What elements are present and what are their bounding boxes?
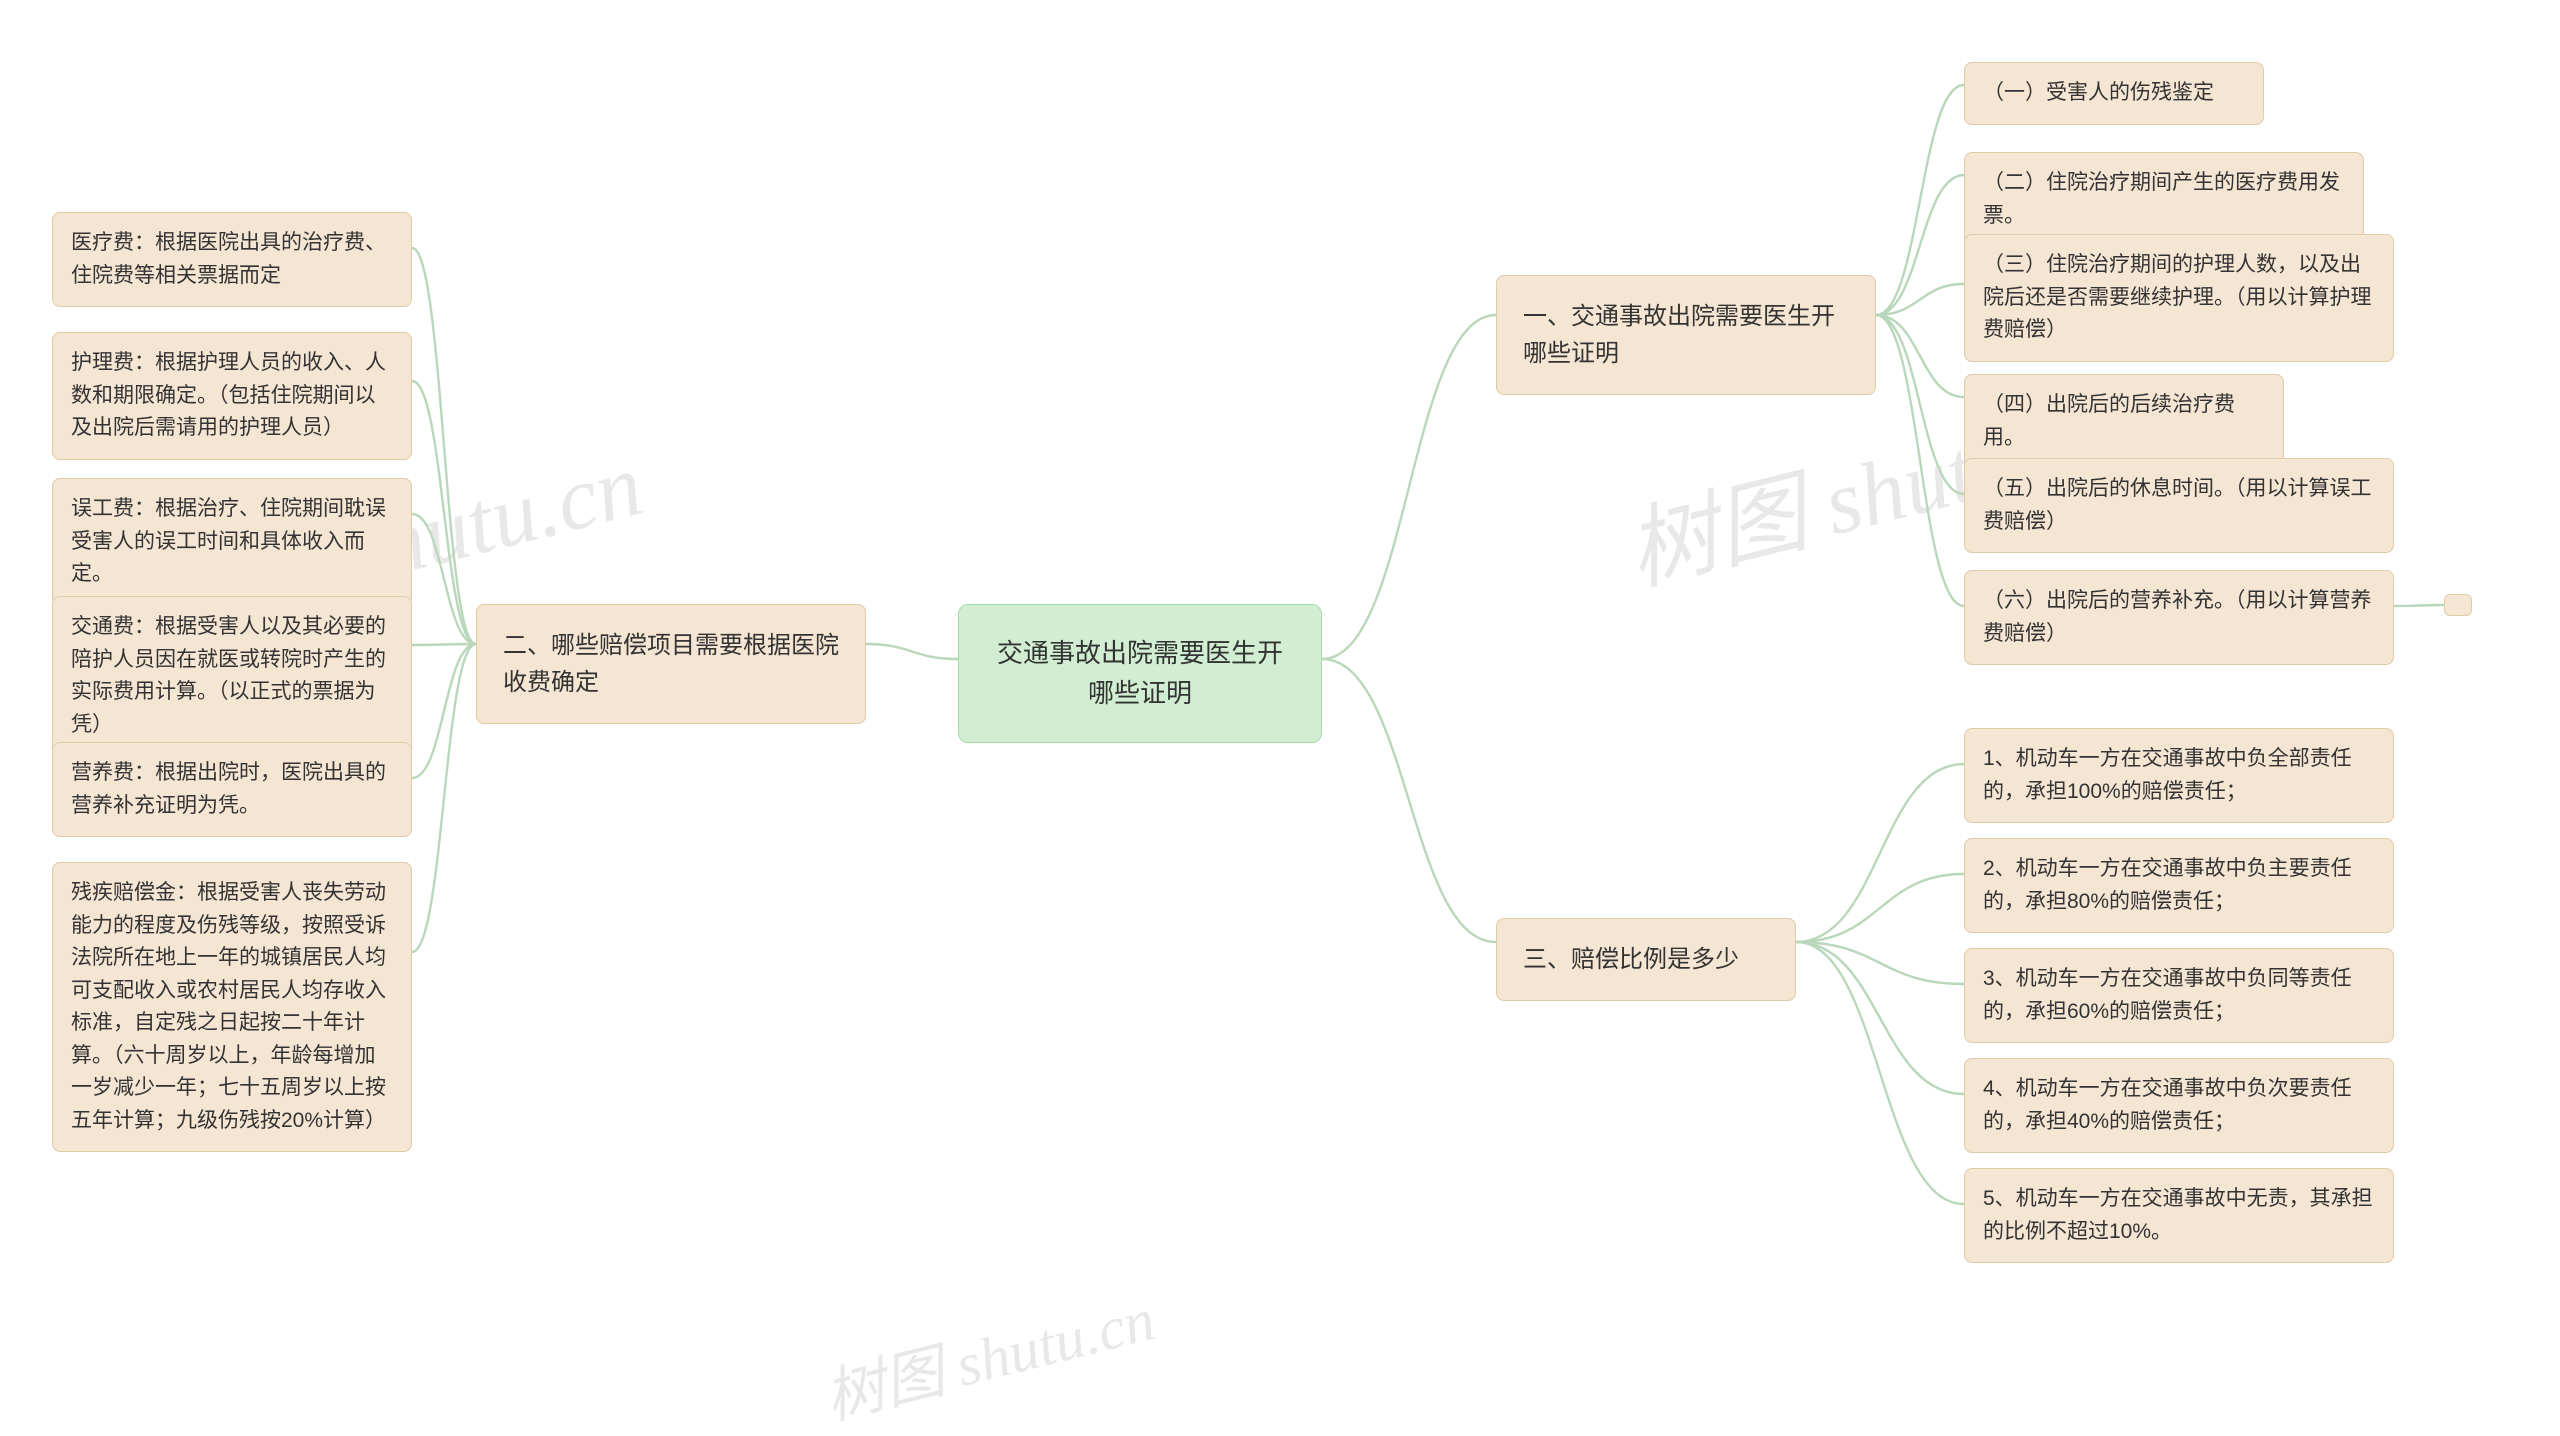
branch-1: 一、交通事故出院需要医生开哪些证明 — [1496, 275, 1876, 395]
leaf-text: （一）受害人的伤残鉴定 — [1983, 81, 2214, 104]
branch-2-leaf: 残疾赔偿金：根据受害人丧失劳动能力的程度及伤残等级，按照受诉法院所在地上一年的城… — [52, 862, 412, 1152]
branch-2-leaf: 误工费：根据治疗、住院期间耽误受害人的误工时间和具体收入而定。 — [52, 478, 412, 606]
branch-3-leaf: 5、机动车一方在交通事故中无责，其承担的比例不超过10%。 — [1964, 1168, 2394, 1263]
leaf-text: 4、机动车一方在交通事故中负次要责任的，承担40%的赔偿责任； — [1983, 1077, 2352, 1133]
leaf-text: 护理费：根据护理人员的收入、人数和期限确定。（包括住院期间以及出院后需请用的护理… — [71, 351, 386, 439]
branch-1-leaf: （三）住院治疗期间的护理人数，以及出院后还是否需要继续护理。（用以计算护理费赔偿… — [1964, 234, 2394, 362]
leaf-text: （三）住院治疗期间的护理人数，以及出院后还是否需要继续护理。（用以计算护理费赔偿… — [1983, 253, 2372, 341]
branch-3-leaf: 3、机动车一方在交通事故中负同等责任的，承担60%的赔偿责任； — [1964, 948, 2394, 1043]
leaf-text: 5、机动车一方在交通事故中无责，其承担的比例不超过10%。 — [1983, 1187, 2373, 1243]
branch-2-leaf: 交通费：根据受害人以及其必要的陪护人员因在就医或转院时产生的实际费用计算。（以正… — [52, 596, 412, 756]
watermark: 树图 shutu.cn — [814, 1271, 1162, 1436]
branch-3-leaf: 1、机动车一方在交通事故中负全部责任的，承担100%的赔偿责任； — [1964, 728, 2394, 823]
branch-2-leaf: 医疗费：根据医院出具的治疗费、住院费等相关票据而定 — [52, 212, 412, 307]
leaf-text: 交通费：根据受害人以及其必要的陪护人员因在就医或转院时产生的实际费用计算。（以正… — [71, 615, 386, 736]
branch-3-leaf: 4、机动车一方在交通事故中负次要责任的，承担40%的赔偿责任； — [1964, 1058, 2394, 1153]
branch-2: 二、哪些赔偿项目需要根据医院收费确定 — [476, 604, 866, 724]
leaf-text: 医疗费：根据医院出具的治疗费、住院费等相关票据而定 — [71, 231, 386, 287]
branch-3-title: 三、赔偿比例是多少 — [1523, 946, 1739, 973]
leaf-text: （六）出院后的营养补充。（用以计算营养费赔偿） — [1983, 589, 2372, 645]
mindmap-canvas: 树图 shutu.cn 树图 shutu.cn 树图 shutu.cn 交通事故… — [0, 0, 2560, 1358]
branch-1-leaf: （一）受害人的伤残鉴定 — [1964, 62, 2264, 125]
root-text: 交通事故出院需要医生开哪些证明 — [997, 638, 1283, 708]
leaf-text: （四）出院后的后续治疗费用。 — [1983, 393, 2235, 449]
branch-1-title: 一、交通事故出院需要医生开哪些证明 — [1523, 303, 1835, 367]
leaf-text: 2、机动车一方在交通事故中负主要责任的，承担80%的赔偿责任； — [1983, 857, 2352, 913]
leaf-text: 残疾赔偿金：根据受害人丧失劳动能力的程度及伤残等级，按照受诉法院所在地上一年的城… — [71, 881, 386, 1132]
branch-1-leaf: （六）出院后的营养补充。（用以计算营养费赔偿） — [1964, 570, 2394, 665]
branch-2-leaf: 营养费：根据出院时，医院出具的营养补充证明为凭。 — [52, 742, 412, 837]
branch-3-leaf: 2、机动车一方在交通事故中负主要责任的，承担80%的赔偿责任； — [1964, 838, 2394, 933]
branch-2-title: 二、哪些赔偿项目需要根据医院收费确定 — [503, 632, 839, 696]
collapse-marker — [2444, 594, 2472, 616]
branch-2-leaf: 护理费：根据护理人员的收入、人数和期限确定。（包括住院期间以及出院后需请用的护理… — [52, 332, 412, 460]
branch-1-leaf: （五）出院后的休息时间。（用以计算误工费赔偿） — [1964, 458, 2394, 553]
leaf-text: （五）出院后的休息时间。（用以计算误工费赔偿） — [1983, 477, 2372, 533]
leaf-text: 营养费：根据出院时，医院出具的营养补充证明为凭。 — [71, 761, 386, 817]
branch-1-leaf: （二）住院治疗期间产生的医疗费用发票。 — [1964, 152, 2364, 247]
branch-1-leaf: （四）出院后的后续治疗费用。 — [1964, 374, 2284, 469]
leaf-text: 3、机动车一方在交通事故中负同等责任的，承担60%的赔偿责任； — [1983, 967, 2352, 1023]
leaf-text: （二）住院治疗期间产生的医疗费用发票。 — [1983, 171, 2340, 227]
leaf-text: 误工费：根据治疗、住院期间耽误受害人的误工时间和具体收入而定。 — [71, 497, 386, 585]
leaf-text: 1、机动车一方在交通事故中负全部责任的，承担100%的赔偿责任； — [1983, 747, 2352, 803]
root-node: 交通事故出院需要医生开哪些证明 — [958, 604, 1322, 743]
branch-3: 三、赔偿比例是多少 — [1496, 918, 1796, 1001]
